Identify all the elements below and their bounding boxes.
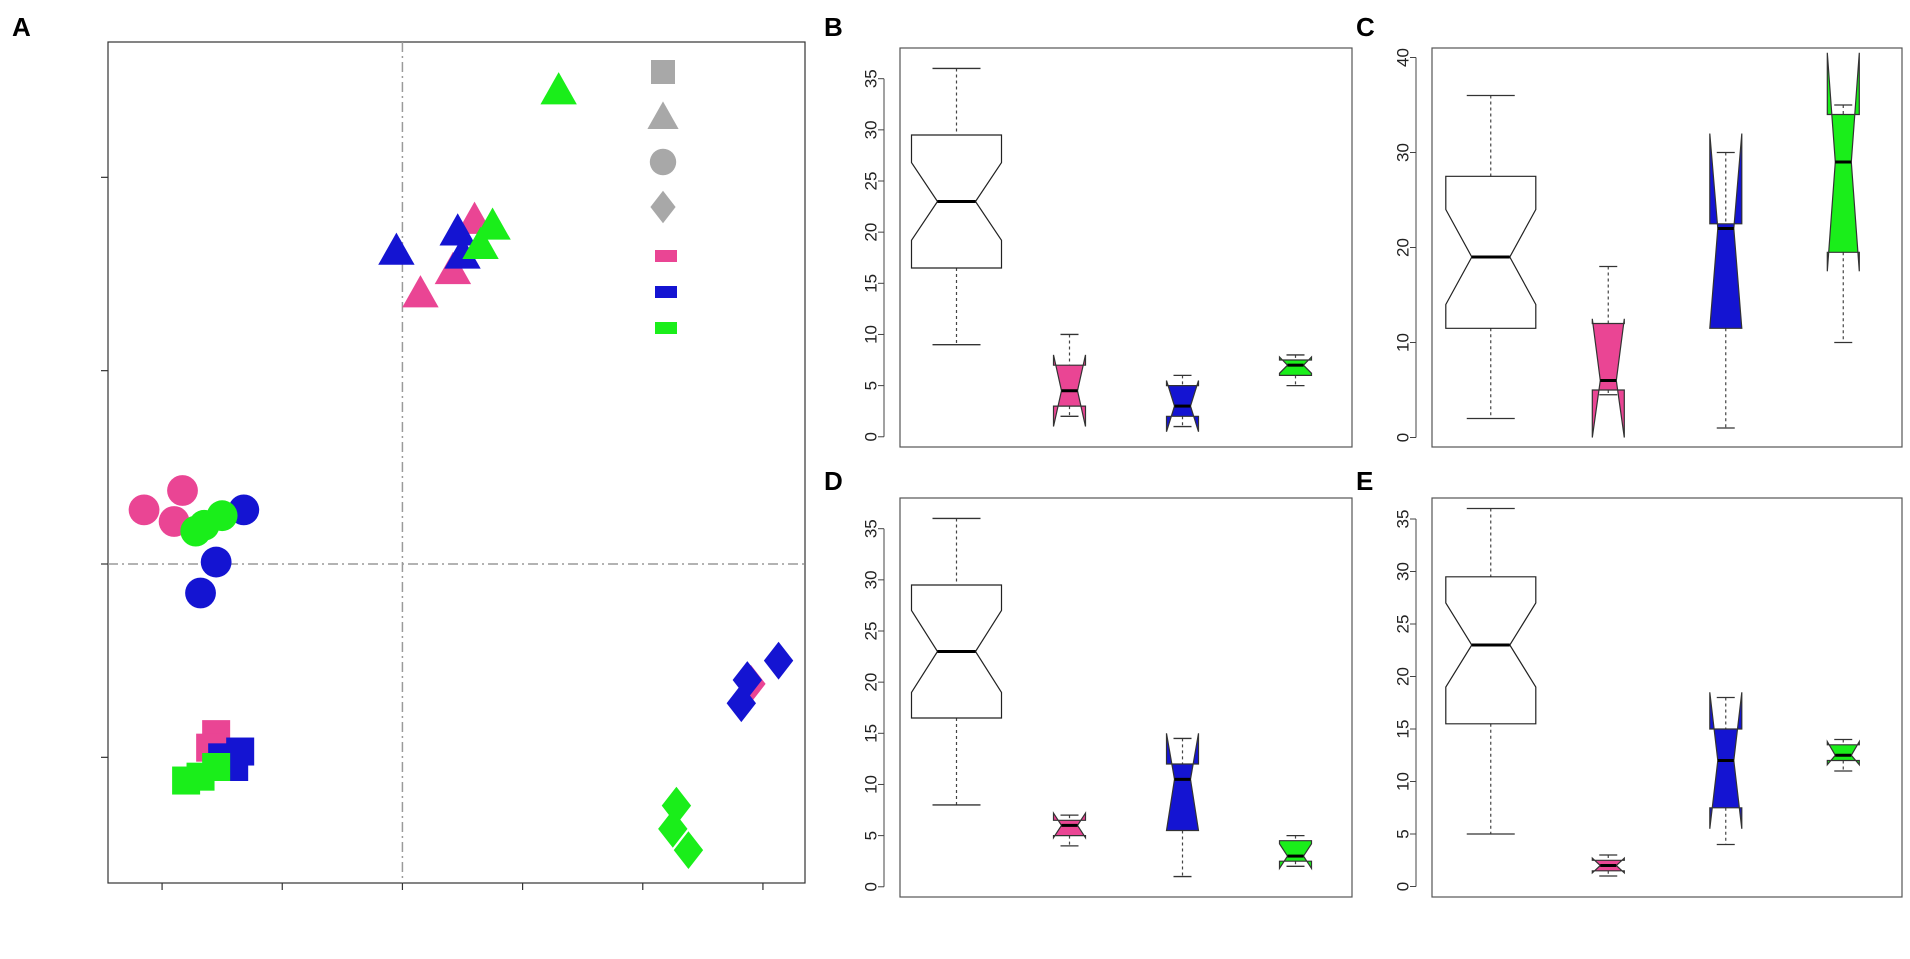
y-tick-label: 30 — [861, 570, 880, 589]
data-point-circle-s90 — [180, 515, 212, 547]
y-tick-label: 10 — [861, 775, 880, 794]
y-tick-label: 30 — [861, 120, 880, 139]
panel-d-boxplot: 0 5 10 15 20 25 30 35 — [861, 497, 1353, 898]
plot-frame-e — [1431, 497, 1903, 898]
y-tick-label: 20 — [861, 223, 880, 242]
y-tick-label: 5 — [861, 831, 880, 840]
box-s0 — [1591, 318, 1625, 438]
panel-label-a: A — [12, 12, 31, 42]
plot-frame-d — [899, 497, 1353, 898]
y-tick-label: 15 — [861, 274, 880, 293]
data-point-circle-s0 — [167, 475, 198, 506]
legend-square-icon — [651, 60, 675, 84]
y-tick-label: 10 — [1393, 333, 1412, 352]
y-tick-label: 30 — [1393, 143, 1412, 162]
data-point-diamond-s90 — [658, 809, 688, 848]
y-tick-label: 10 — [1393, 772, 1412, 791]
y-tick-label: 30 — [1393, 562, 1412, 581]
panel-e-boxplot: 0 5 10 15 20 25 30 35 — [1393, 497, 1903, 898]
data-point-square-s90 — [172, 766, 201, 795]
legend-circle-icon — [649, 148, 677, 176]
y-tick-label: 25 — [1393, 615, 1412, 634]
panel-label-e: E — [1356, 466, 1373, 496]
y-tick-label: 0 — [861, 882, 880, 891]
data-point-triangle-s90 — [474, 207, 511, 240]
box-between — [1445, 576, 1537, 725]
legend-swatch-s0 — [655, 250, 677, 262]
y-tick-label: 20 — [861, 673, 880, 692]
data-point-diamond-s30 — [732, 661, 763, 699]
data-point-diamond-s90 — [673, 831, 704, 870]
panel-c-boxplot: 0 10 20 30 40 — [1393, 47, 1903, 448]
y-tick-label: 10 — [861, 325, 880, 344]
y-tick-label: 20 — [1393, 238, 1412, 257]
legend-triangle-icon — [647, 101, 679, 129]
legend-diamond-icon — [650, 190, 676, 224]
box-s30 — [1709, 133, 1743, 329]
y-tick-label: 5 — [1393, 829, 1412, 838]
legend-swatch-s30 — [655, 286, 677, 298]
panel-label-d: D — [824, 466, 843, 496]
data-point-triangle-s30 — [444, 236, 481, 269]
box-s90 — [1278, 840, 1313, 871]
y-tick-label: 0 — [1393, 882, 1412, 891]
legend-swatch-s90 — [655, 322, 677, 334]
data-point-triangle-s90 — [540, 72, 577, 105]
y-tick-label: 35 — [861, 519, 880, 538]
y-tick-label: 15 — [1393, 720, 1412, 739]
data-point-diamond-s30 — [763, 641, 794, 680]
plot-frame-b — [899, 47, 1353, 448]
box-s30 — [1165, 733, 1200, 832]
y-tick-label: 0 — [861, 432, 880, 441]
panel-label-b: B — [824, 12, 843, 42]
plot-frame-a — [107, 41, 806, 884]
box-between — [1445, 175, 1537, 329]
y-tick-label: 20 — [1393, 667, 1412, 686]
box-s90 — [1826, 739, 1860, 767]
y-tick-label: 5 — [861, 381, 880, 390]
y-tick-label: 25 — [861, 172, 880, 191]
panel-a-mds-scatter — [101, 41, 806, 890]
y-tick-label: 25 — [861, 622, 880, 641]
data-point-triangle-s30 — [378, 232, 415, 265]
data-point-circle-s30 — [185, 577, 216, 609]
y-tick-label: 40 — [1393, 48, 1412, 67]
data-point-circle-s0 — [128, 494, 160, 526]
panel-b-boxplot: 0 5 10 15 20 25 30 35 — [861, 47, 1353, 448]
y-tick-label: 0 — [1393, 433, 1412, 442]
data-point-circle-s30 — [200, 546, 232, 578]
y-tick-label: 35 — [1393, 510, 1412, 529]
data-point-triangle-s90 — [462, 226, 499, 259]
plot-frame-c — [1431, 47, 1903, 448]
y-tick-label: 15 — [861, 724, 880, 743]
panel-label-c: C — [1356, 12, 1375, 42]
data-point-triangle-s0 — [402, 275, 439, 308]
data-point-diamond-s30 — [726, 684, 757, 723]
data-point-triangle-s30 — [439, 213, 476, 246]
y-tick-label: 35 — [861, 69, 880, 88]
